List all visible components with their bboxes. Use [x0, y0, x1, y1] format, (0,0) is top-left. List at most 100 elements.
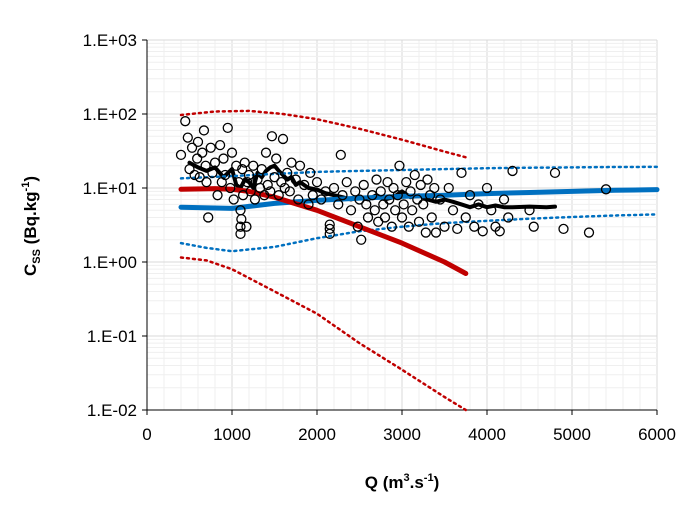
data-point: [260, 147, 272, 158]
data-point: [205, 142, 216, 153]
data-point: [180, 116, 191, 127]
data-point: [390, 205, 401, 216]
data-point: [265, 186, 276, 197]
data-point: [303, 199, 314, 210]
data-point: [203, 212, 214, 223]
data-point: [192, 136, 204, 148]
data-point: [200, 160, 211, 171]
data-point: [184, 163, 195, 175]
data-point: [218, 153, 229, 164]
data-point: [186, 142, 198, 153]
y-tick-label: 1.E+00: [83, 253, 137, 272]
data-point: [333, 199, 344, 210]
data-point: [409, 169, 420, 181]
data-point: [293, 194, 304, 205]
data-point: [249, 194, 261, 205]
data-point: [284, 186, 295, 197]
y-tick-label: 1.E+02: [83, 105, 137, 124]
tick-marks: [142, 39, 658, 415]
data-point: [212, 190, 223, 201]
data-point: [486, 205, 497, 216]
data-point: [276, 176, 287, 188]
data-point: [194, 172, 205, 183]
data-point: [225, 182, 236, 194]
data-point: [311, 176, 323, 188]
data-point: [350, 186, 361, 197]
data-point: [335, 149, 346, 161]
data-point: [412, 194, 423, 205]
data-point: [198, 125, 210, 136]
data-point: [243, 169, 255, 181]
data-point: [294, 160, 306, 171]
data-point: [382, 176, 393, 188]
data-point: [435, 194, 446, 205]
data-point: [403, 221, 414, 232]
data-point: [341, 176, 352, 188]
data-point: [379, 212, 391, 223]
series-line-3: [179, 165, 659, 180]
data-point: [503, 212, 514, 223]
series-line-4: [179, 213, 659, 253]
data-point: [396, 212, 408, 223]
data-point: [222, 122, 233, 133]
data-point: [375, 186, 386, 197]
data-point: [447, 205, 459, 216]
data-point: [469, 221, 480, 232]
data-point: [328, 182, 340, 194]
series-line-7: [179, 256, 468, 412]
data-point: [413, 216, 425, 227]
data-point: [362, 212, 374, 223]
data-point: [498, 194, 510, 205]
data-point: [600, 184, 612, 195]
data-point: [220, 169, 231, 181]
data-point: [226, 147, 238, 158]
data-point: [354, 194, 365, 205]
data-point: [266, 131, 278, 142]
data-point: [494, 226, 505, 237]
data-point: [371, 174, 382, 185]
data-point: [394, 160, 405, 171]
data-point: [361, 199, 372, 210]
data-point: [282, 167, 293, 179]
x-tick-label: 3000: [383, 425, 421, 444]
scatter-points: [175, 116, 612, 245]
data-point: [460, 212, 471, 223]
data-point: [228, 194, 239, 205]
data-point: [430, 227, 442, 238]
data-point: [299, 179, 310, 191]
x-axis-title: Q (m3.s-1): [365, 472, 440, 492]
y-tick-label: 1.E-02: [87, 401, 137, 420]
data-point: [235, 221, 246, 232]
data-point: [305, 167, 316, 179]
data-point: [256, 163, 267, 175]
data-point: [277, 133, 289, 145]
data-point: [352, 221, 363, 232]
series-line-6: [179, 109, 468, 159]
data-point: [398, 199, 409, 210]
data-point: [378, 199, 389, 210]
data-point: [418, 199, 429, 210]
data-point: [345, 205, 357, 216]
data-point: [237, 163, 248, 175]
data-point: [481, 182, 493, 194]
data-point: [358, 179, 369, 191]
data-point: [209, 157, 221, 168]
data-point: [367, 190, 378, 201]
data-point: [583, 227, 595, 238]
data-point: [207, 167, 218, 179]
x-tick-label: 1000: [213, 425, 251, 444]
data-point: [477, 226, 488, 237]
data-point: [214, 139, 226, 151]
y-tick-label: 1.E+03: [83, 31, 137, 50]
data-point: [245, 186, 256, 197]
data-point: [386, 221, 397, 232]
x-tick-label: 4000: [468, 425, 506, 444]
data-point: [356, 234, 367, 245]
data-point: [320, 186, 331, 197]
data-point: [524, 205, 535, 216]
x-tick-label: 5000: [553, 425, 591, 444]
data-point: [407, 205, 418, 216]
data-point: [337, 190, 348, 201]
data-point: [189, 169, 200, 181]
